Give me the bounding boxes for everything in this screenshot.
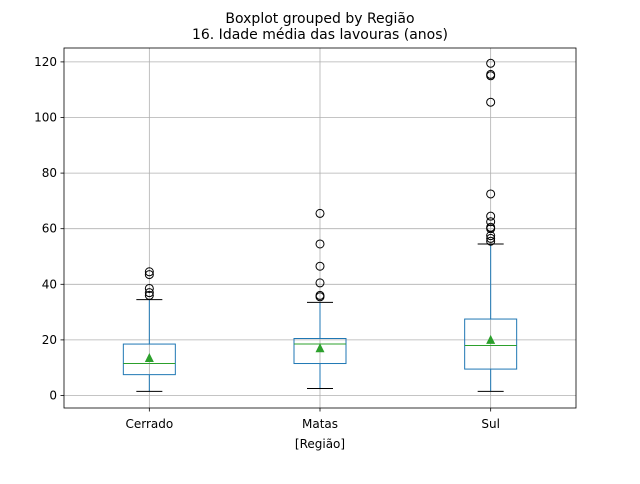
outlier-point bbox=[486, 69, 496, 79]
y-tick-label: 20 bbox=[42, 333, 57, 347]
axes: 0 20 40 60 80 100 120 Cerrado Matas Sul bbox=[34, 47, 577, 431]
outlier-point bbox=[486, 222, 496, 232]
mean-marker bbox=[144, 352, 154, 362]
outlier-point bbox=[486, 233, 496, 243]
y-tick-label: 100 bbox=[34, 110, 57, 124]
outlier-point bbox=[144, 290, 154, 300]
outlier-point bbox=[315, 290, 325, 300]
y-tick-label: 80 bbox=[42, 166, 57, 180]
x-tick-label: Sul bbox=[481, 417, 500, 431]
outlier-point bbox=[144, 283, 154, 293]
iqr-box bbox=[122, 343, 176, 376]
x-tick-label: Matas bbox=[302, 417, 338, 431]
x-tick-label: Cerrado bbox=[125, 417, 173, 431]
y-tick-label: 40 bbox=[42, 277, 57, 291]
outlier-point bbox=[144, 270, 154, 280]
outlier-point bbox=[486, 58, 496, 68]
iqr-box bbox=[293, 338, 347, 365]
outlier-point bbox=[144, 267, 154, 277]
box-series bbox=[122, 58, 518, 392]
x-axis-label: [Região] bbox=[295, 437, 345, 451]
box-sul bbox=[464, 58, 518, 392]
chart-title: 16. Idade média das lavouras (anos) bbox=[192, 27, 448, 43]
outlier-point bbox=[315, 261, 325, 271]
outlier-point bbox=[315, 208, 325, 218]
outlier-point bbox=[315, 239, 325, 249]
outlier-point bbox=[486, 211, 496, 221]
mean-marker bbox=[486, 334, 496, 344]
box-matas bbox=[293, 208, 347, 390]
outlier-point bbox=[486, 236, 496, 246]
chart-suptitle: Boxplot grouped by Região bbox=[225, 11, 414, 27]
outlier-point bbox=[486, 189, 496, 199]
outlier-point bbox=[144, 288, 154, 298]
y-tick-label: 120 bbox=[34, 55, 57, 69]
outlier-point bbox=[486, 97, 496, 107]
plot-frame bbox=[63, 47, 577, 409]
outlier-point bbox=[486, 217, 496, 227]
outlier-point bbox=[315, 278, 325, 288]
y-tick-label: 60 bbox=[42, 222, 57, 236]
box-cerrado bbox=[122, 267, 176, 392]
mean-marker bbox=[315, 343, 325, 353]
iqr-box bbox=[464, 318, 518, 370]
y-tick-label: 0 bbox=[49, 388, 57, 402]
